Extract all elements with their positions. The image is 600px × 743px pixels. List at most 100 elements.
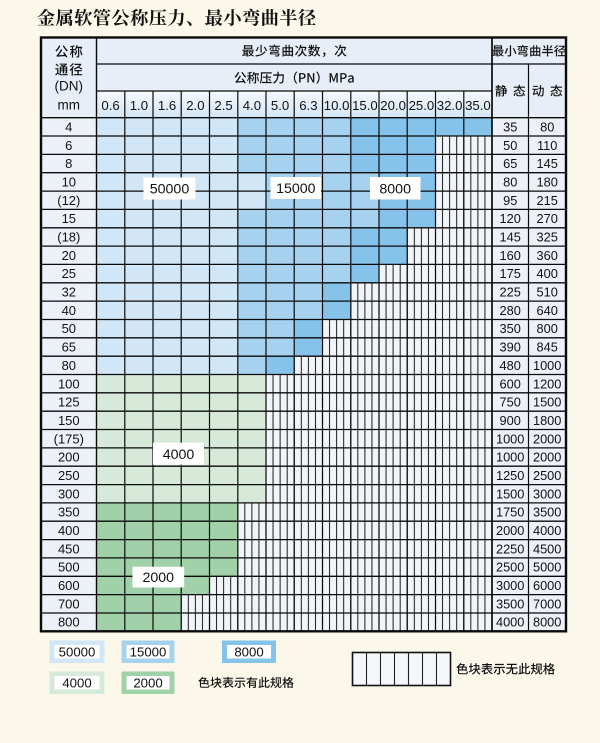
svg-text:20.0: 20.0 bbox=[380, 98, 406, 113]
svg-text:845: 845 bbox=[537, 340, 558, 355]
svg-text:360: 360 bbox=[537, 248, 558, 263]
svg-text:2.5: 2.5 bbox=[214, 98, 232, 113]
svg-text:mm: mm bbox=[58, 98, 81, 113]
svg-text:(175): (175) bbox=[54, 431, 84, 446]
svg-text:4: 4 bbox=[65, 120, 72, 135]
svg-text:3500: 3500 bbox=[496, 596, 524, 611]
svg-text:4000: 4000 bbox=[496, 615, 524, 630]
svg-text:2500: 2500 bbox=[496, 560, 524, 575]
svg-text:750: 750 bbox=[500, 395, 521, 410]
svg-text:20: 20 bbox=[62, 248, 76, 263]
svg-text:215: 215 bbox=[537, 193, 558, 208]
svg-text:(18): (18) bbox=[57, 230, 80, 245]
svg-text:2000: 2000 bbox=[133, 676, 162, 691]
svg-text:1500: 1500 bbox=[496, 486, 524, 501]
svg-text:180: 180 bbox=[537, 175, 558, 190]
svg-text:600: 600 bbox=[58, 578, 80, 593]
svg-text:15: 15 bbox=[62, 211, 76, 226]
svg-text:2000: 2000 bbox=[533, 450, 561, 465]
svg-text:8: 8 bbox=[65, 156, 72, 171]
svg-text:6.3: 6.3 bbox=[299, 98, 317, 113]
svg-text:1000: 1000 bbox=[496, 450, 524, 465]
svg-text:5.0: 5.0 bbox=[271, 98, 289, 113]
svg-text:325: 325 bbox=[537, 230, 558, 245]
svg-text:510: 510 bbox=[537, 285, 558, 300]
svg-text:640: 640 bbox=[537, 303, 558, 318]
svg-text:35.0: 35.0 bbox=[465, 98, 491, 113]
svg-text:2500: 2500 bbox=[533, 468, 561, 483]
svg-text:500: 500 bbox=[58, 560, 80, 575]
svg-text:300: 300 bbox=[58, 486, 80, 501]
svg-text:2000: 2000 bbox=[496, 523, 524, 538]
svg-text:1.0: 1.0 bbox=[130, 98, 148, 113]
svg-text:32: 32 bbox=[62, 285, 76, 300]
svg-text:120: 120 bbox=[500, 211, 521, 226]
svg-text:175: 175 bbox=[500, 266, 521, 281]
svg-text:1500: 1500 bbox=[533, 395, 561, 410]
svg-text:(DN): (DN) bbox=[55, 79, 84, 94]
svg-text:2000: 2000 bbox=[533, 431, 561, 446]
svg-text:25.0: 25.0 bbox=[409, 98, 435, 113]
svg-text:600: 600 bbox=[500, 376, 521, 391]
svg-text:4000: 4000 bbox=[163, 447, 195, 463]
svg-text:3000: 3000 bbox=[496, 578, 524, 593]
svg-text:4000: 4000 bbox=[62, 676, 91, 691]
svg-text:10.0: 10.0 bbox=[324, 98, 350, 113]
svg-text:450: 450 bbox=[58, 541, 80, 556]
svg-text:150: 150 bbox=[58, 413, 80, 428]
svg-text:4000: 4000 bbox=[533, 523, 561, 538]
svg-text:32.0: 32.0 bbox=[437, 98, 463, 113]
svg-text:480: 480 bbox=[500, 358, 521, 373]
svg-text:80: 80 bbox=[540, 120, 554, 135]
svg-text:5000: 5000 bbox=[533, 560, 561, 575]
svg-text:160: 160 bbox=[500, 248, 521, 263]
svg-text:6000: 6000 bbox=[533, 578, 561, 593]
svg-text:50: 50 bbox=[503, 138, 517, 153]
svg-text:8000: 8000 bbox=[379, 181, 411, 197]
svg-text:7000: 7000 bbox=[533, 596, 561, 611]
svg-text:800: 800 bbox=[537, 321, 558, 336]
svg-text:390: 390 bbox=[500, 340, 521, 355]
svg-text:50: 50 bbox=[62, 321, 76, 336]
svg-text:145: 145 bbox=[537, 156, 558, 171]
svg-text:800: 800 bbox=[58, 615, 80, 630]
svg-text:1000: 1000 bbox=[496, 431, 524, 446]
svg-text:280: 280 bbox=[500, 303, 521, 318]
svg-text:125: 125 bbox=[58, 395, 80, 410]
svg-text:35: 35 bbox=[503, 120, 517, 135]
svg-text:8000: 8000 bbox=[533, 615, 561, 630]
svg-text:0.6: 0.6 bbox=[101, 98, 119, 113]
svg-text:1750: 1750 bbox=[496, 505, 524, 520]
svg-text:50000: 50000 bbox=[150, 182, 190, 198]
svg-text:1800: 1800 bbox=[533, 413, 561, 428]
svg-text:400: 400 bbox=[537, 266, 558, 281]
svg-text:400: 400 bbox=[58, 523, 80, 538]
svg-text:(12): (12) bbox=[57, 193, 80, 208]
svg-text:40: 40 bbox=[62, 303, 76, 318]
svg-text:3000: 3000 bbox=[533, 486, 561, 501]
svg-text:10: 10 bbox=[62, 175, 76, 190]
svg-text:80: 80 bbox=[62, 358, 76, 373]
svg-text:50000: 50000 bbox=[59, 645, 96, 660]
svg-text:25: 25 bbox=[62, 266, 76, 281]
svg-text:1200: 1200 bbox=[533, 376, 561, 391]
svg-text:700: 700 bbox=[58, 596, 80, 611]
svg-text:250: 250 bbox=[58, 468, 80, 483]
svg-text:4.0: 4.0 bbox=[243, 98, 261, 113]
svg-text:15000: 15000 bbox=[130, 645, 167, 660]
svg-text:95: 95 bbox=[503, 193, 517, 208]
svg-text:6: 6 bbox=[65, 138, 72, 153]
svg-text:225: 225 bbox=[500, 285, 521, 300]
svg-text:15.0: 15.0 bbox=[352, 98, 378, 113]
svg-text:65: 65 bbox=[62, 340, 76, 355]
svg-text:1000: 1000 bbox=[533, 358, 561, 373]
svg-text:350: 350 bbox=[500, 321, 521, 336]
svg-text:4500: 4500 bbox=[533, 541, 561, 556]
svg-text:200: 200 bbox=[58, 450, 80, 465]
svg-text:110: 110 bbox=[537, 138, 557, 153]
svg-text:1.6: 1.6 bbox=[158, 98, 176, 113]
svg-text:100: 100 bbox=[58, 376, 80, 391]
svg-text:3500: 3500 bbox=[533, 505, 561, 520]
svg-text:2000: 2000 bbox=[143, 570, 175, 586]
svg-text:1250: 1250 bbox=[496, 468, 524, 483]
